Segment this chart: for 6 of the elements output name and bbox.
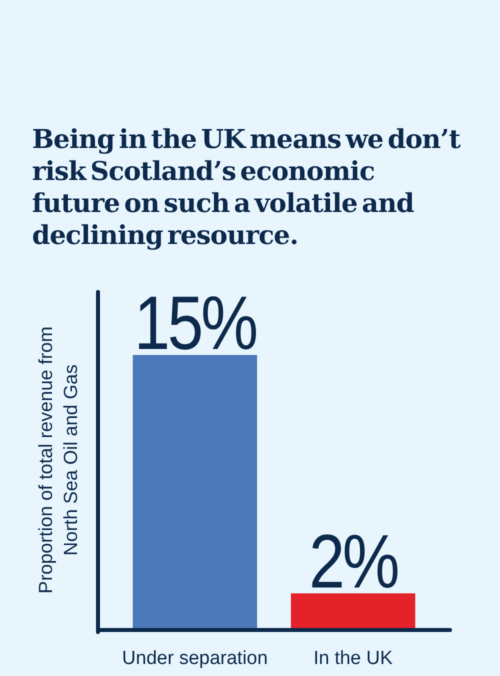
data-label: 2% <box>308 518 398 604</box>
x-tick-label: In the UK <box>313 648 393 669</box>
chart-title: Being in the UK means we don’t risk Scotland’s economic future on such a volatile and declining resource. <box>32 125 461 251</box>
data-label: 15% <box>134 280 257 366</box>
y-axis-title: Proportion of total revenue from North Sea Oil and Gas <box>36 326 82 594</box>
x-tick-label: Under separation <box>122 648 268 669</box>
